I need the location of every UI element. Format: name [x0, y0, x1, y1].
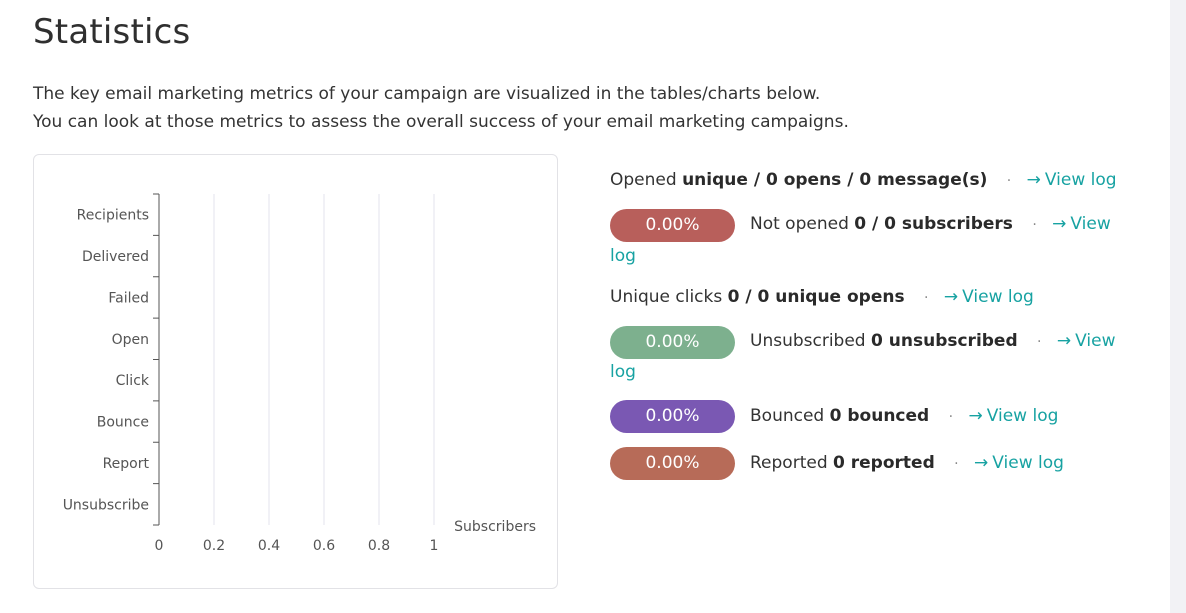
statistics-bar-chart: 0 0.2 0.4 0.6 0.8 1 Recipients Delivered Failed O…: [63, 193, 536, 554]
arrow-right-icon: →: [968, 406, 983, 426]
opened-view-log-link[interactable]: → View log: [1027, 170, 1117, 190]
page-description: The key email marketing metrics of your …: [33, 80, 849, 136]
category-label: Bounce: [97, 415, 149, 431]
bounced-label: Bounced: [750, 406, 825, 426]
category-label: Delivered: [82, 249, 149, 265]
unique-clicks-metric: Unique clicks 0 / 0 unique opens · → View…: [610, 287, 1034, 307]
not-opened-label: Not opened: [750, 214, 849, 234]
x-tick-label: 0.6: [313, 538, 335, 554]
view-log-label: View log: [992, 453, 1064, 473]
reported-label: Reported: [750, 453, 828, 473]
opened-metric: Opened unique / 0 opens / 0 message(s) ·…: [610, 170, 1117, 190]
category-label: Open: [112, 332, 149, 348]
arrow-right-icon: →: [1056, 331, 1072, 351]
not-opened-percent-badge: 0.00%: [610, 209, 735, 242]
reported-percent: 0.00%: [645, 453, 700, 473]
category-label: Failed: [108, 290, 149, 306]
view-log-label: View log: [986, 406, 1059, 426]
separator-dot: ·: [924, 290, 929, 306]
category-label: Report: [103, 456, 150, 472]
view-log-label: View log: [962, 287, 1034, 307]
reported-percent-badge: 0.00%: [610, 447, 735, 480]
reported-view-log-link[interactable]: → View log: [974, 453, 1064, 473]
unsubscribed-label: Unsubscribed: [750, 331, 866, 351]
description-line-2: You can look at those metrics to assess …: [33, 112, 849, 132]
x-tick-label: 1: [430, 538, 439, 554]
scrollbar-track[interactable]: [1170, 0, 1186, 613]
category-label: Recipients: [77, 208, 149, 224]
unsubscribed-percent: 0.00%: [645, 332, 700, 352]
bounced-metric: Bounced 0 bounced · → View log: [750, 406, 1058, 426]
view-log-label: View log: [1044, 170, 1117, 190]
bounced-value: 0 bounced: [829, 406, 930, 426]
unsubscribed-percent-badge: 0.00%: [610, 326, 735, 359]
not-opened-view-log-link-wrap[interactable]: log: [610, 246, 636, 266]
reported-metric: Reported 0 reported · → View log: [750, 453, 1064, 473]
unsubscribed-view-log-link[interactable]: → View: [1057, 331, 1116, 351]
separator-dot: ·: [954, 456, 959, 472]
unique-clicks-value: 0 / 0 unique opens: [727, 287, 905, 307]
not-opened-metric: Not opened 0 / 0 subscribers · → View: [750, 214, 1111, 234]
separator-dot: ·: [1006, 173, 1012, 189]
x-tick-label: 0.2: [203, 538, 225, 554]
bounced-view-log-link[interactable]: → View log: [968, 406, 1058, 426]
opened-label: Opened: [610, 170, 677, 190]
not-opened-view-log-link[interactable]: → View: [1052, 214, 1111, 234]
opened-value: unique / 0 opens / 0 message(s): [682, 170, 988, 190]
category-label: Click: [116, 373, 150, 389]
arrow-right-icon: →: [943, 287, 959, 307]
bounced-percent: 0.00%: [645, 406, 700, 426]
unsubscribed-value: 0 unsubscribed: [871, 331, 1018, 351]
reported-value: 0 reported: [833, 453, 935, 473]
arrow-right-icon: →: [974, 453, 989, 473]
unique-clicks-view-log-link[interactable]: → View log: [944, 287, 1034, 307]
x-axis-label: Subscribers: [454, 519, 536, 535]
arrow-right-icon: →: [1026, 170, 1041, 190]
category-label: Unsubscribe: [63, 497, 149, 513]
description-line-1: The key email marketing metrics of your …: [33, 84, 821, 104]
x-tick-label: 0.4: [258, 538, 280, 554]
unsubscribed-metric: Unsubscribed 0 unsubscribed · → View: [750, 331, 1116, 351]
view-log-label-part1: View: [1070, 214, 1111, 234]
separator-dot: ·: [1032, 217, 1037, 233]
separator-dot: ·: [948, 409, 954, 425]
unique-clicks-label: Unique clicks: [610, 287, 723, 307]
view-log-label-part1: View: [1075, 331, 1116, 351]
statistics-chart-card: 0 0.2 0.4 0.6 0.8 1 Recipients Delivered Failed O…: [33, 154, 558, 589]
not-opened-value: 0 / 0 subscribers: [854, 214, 1013, 234]
x-tick-label: 0.8: [368, 538, 390, 554]
bounced-percent-badge: 0.00%: [610, 400, 735, 433]
separator-dot: ·: [1037, 334, 1042, 350]
page-title: Statistics: [33, 12, 191, 52]
arrow-right-icon: →: [1052, 214, 1067, 234]
not-opened-percent: 0.00%: [645, 215, 700, 235]
x-tick-label: 0: [155, 538, 164, 554]
unsubscribed-view-log-link-wrap[interactable]: log: [610, 362, 636, 382]
